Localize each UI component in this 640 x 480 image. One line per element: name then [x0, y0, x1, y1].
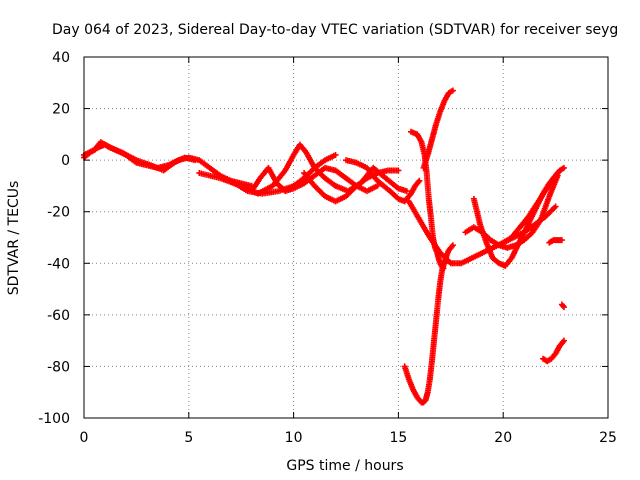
data-point: [332, 151, 339, 158]
x-tick-label: 25: [599, 430, 617, 446]
series-track-q: [540, 337, 567, 365]
x-tick-label: 20: [494, 430, 512, 446]
plot-frame: [83, 56, 609, 419]
series-track-e: [248, 164, 381, 195]
chart-title: Day 064 of 2023, Sidereal Day-to-day VTE…: [52, 22, 618, 38]
x-tick-label: 0: [80, 430, 89, 446]
data-point: [556, 167, 563, 174]
series-track-o: [500, 167, 563, 246]
series-track-h: [343, 157, 423, 205]
data-point: [449, 242, 456, 249]
series-track-k: [401, 242, 456, 406]
series-track-b: [81, 139, 199, 174]
data-point: [416, 177, 423, 184]
series-track-n: [462, 172, 561, 251]
y-tick-label: -60: [47, 308, 70, 324]
y-tick-label: -20: [47, 205, 70, 221]
x-tick-label: 10: [285, 430, 303, 446]
series-track-r: [558, 301, 567, 311]
series-track-g: [332, 164, 410, 195]
data-point: [403, 188, 410, 195]
data-point: [552, 203, 559, 210]
data-point: [560, 304, 567, 311]
x-tick-label: 15: [389, 430, 407, 446]
ticks: 0 5 10 15 20 25 -100 -80 -60 -40 -20 0 20 40: [38, 50, 617, 446]
series-track-p: [546, 237, 565, 246]
data-point: [559, 302, 566, 309]
y-tick-label: -40: [47, 256, 70, 272]
data-points: [81, 87, 567, 406]
data-point: [560, 164, 567, 171]
data-point: [449, 87, 456, 94]
y-tick-label: 0: [61, 153, 70, 169]
y-tick-label: -80: [47, 359, 70, 375]
data-point: [192, 157, 199, 164]
series-track-j: [420, 87, 456, 171]
x-tick-label: 5: [184, 430, 193, 446]
y-tick-label: 40: [52, 50, 70, 66]
y-axis-label: SDTVAR / TECUs: [6, 181, 22, 296]
x-axis-label: GPS time / hours: [286, 458, 403, 474]
data-point: [560, 337, 567, 344]
data-point: [558, 237, 565, 244]
data-point: [395, 167, 402, 174]
grid: [84, 57, 608, 418]
y-tick-label: -100: [38, 411, 70, 427]
y-tick-label: 20: [52, 102, 70, 118]
